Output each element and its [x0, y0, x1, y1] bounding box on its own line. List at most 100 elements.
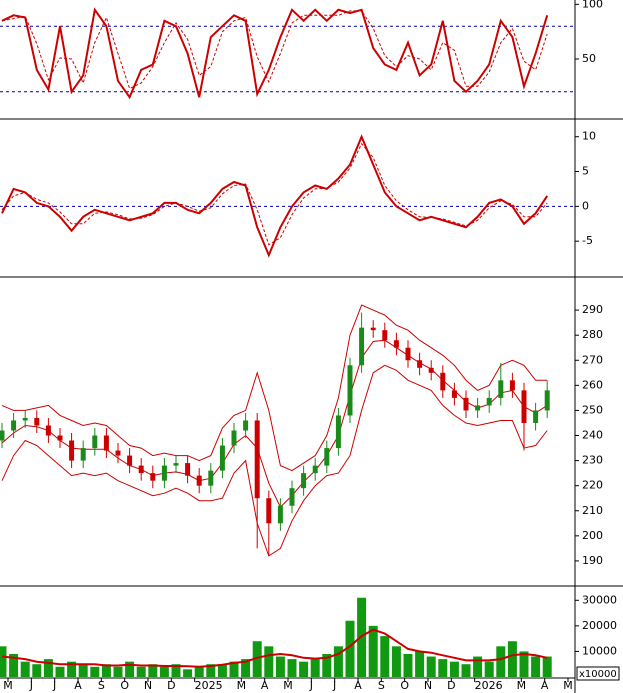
volume-bar — [496, 646, 506, 677]
volume-bar — [67, 661, 77, 677]
candle-body — [127, 455, 133, 466]
unit-box — [576, 666, 620, 681]
volume-bar — [90, 666, 100, 677]
candle-body — [544, 390, 550, 411]
indicator-line — [1, 7, 549, 100]
candle-body — [11, 420, 17, 431]
x-tick-label: A — [261, 679, 269, 692]
candle-body — [417, 360, 423, 368]
x-tick-label: J — [29, 679, 33, 692]
candle-body — [138, 465, 144, 474]
volume-bar — [333, 646, 343, 677]
candle-body — [150, 473, 156, 481]
x-tick-label: M — [517, 679, 527, 692]
candle-body — [428, 367, 434, 373]
y-tick-label: 5 — [582, 165, 589, 178]
candle-body — [463, 397, 469, 411]
volume-bar — [345, 620, 355, 677]
candle-body — [196, 475, 202, 486]
candle-body — [34, 417, 40, 426]
candle-body — [289, 488, 295, 506]
x-tick-label: M — [563, 679, 573, 692]
candle-body — [509, 380, 515, 391]
y-tick-label: 200 — [582, 529, 603, 542]
volume-bar — [299, 661, 309, 677]
volume-bar — [9, 653, 19, 677]
x-tick-label: J — [52, 679, 56, 692]
volume-bar — [449, 661, 459, 677]
volume-bar — [171, 664, 181, 677]
candle-body — [324, 448, 330, 466]
volume-bar — [241, 659, 251, 677]
candle-body — [393, 340, 399, 348]
bollinger-band — [1, 304, 548, 472]
y-tick-label: 0 — [582, 199, 589, 212]
volume-bar — [20, 661, 30, 677]
volume-bar — [183, 669, 193, 677]
x-tick-label: J — [309, 679, 313, 692]
candle-body — [254, 420, 260, 499]
candle-body — [451, 390, 457, 398]
volume-bar — [159, 666, 169, 677]
volume-bar — [531, 656, 541, 677]
bollinger-band — [1, 364, 548, 557]
volume-bar — [252, 641, 262, 677]
volume-bar — [101, 664, 111, 677]
candle-body — [45, 425, 51, 436]
candle-body — [498, 380, 504, 398]
y-tick-label: 290 — [582, 303, 603, 316]
x-tick-label: J — [332, 679, 336, 692]
volume-bar — [275, 656, 285, 677]
candle-body — [0, 430, 5, 441]
volume-bar — [322, 653, 332, 677]
panel — [0, 597, 552, 677]
candle-body — [475, 405, 481, 411]
x-tick-label: N — [144, 679, 152, 692]
y-tick-label: 240 — [582, 429, 603, 442]
candle-body — [370, 327, 376, 331]
volume-bar — [43, 659, 53, 677]
volume-ma — [1, 628, 548, 668]
x-tick-label: M — [237, 679, 247, 692]
panel — [0, 7, 575, 100]
y-tick-label: 20000 — [582, 619, 617, 632]
x-tick-label: S — [378, 679, 385, 692]
candle-body — [208, 470, 214, 486]
volume-bar — [287, 659, 297, 677]
x-tick-label: A — [74, 679, 82, 692]
volume-bar — [206, 664, 216, 677]
candle-body — [69, 440, 75, 461]
volume-bar — [391, 646, 401, 677]
y-tick-label: 100 — [582, 0, 603, 10]
x-tick-label: M — [3, 679, 13, 692]
y-tick-label: 260 — [582, 378, 603, 391]
candle-body — [266, 498, 272, 524]
y-tick-label: 10 — [582, 130, 596, 143]
x-tick-label: O — [120, 679, 129, 692]
volume-bar — [148, 664, 158, 677]
volume-bar — [113, 666, 123, 677]
candle-body — [57, 435, 63, 441]
panel — [0, 304, 550, 557]
x-tick-label: 2026 — [475, 679, 503, 692]
x-tick-label: D — [447, 679, 455, 692]
candle-body — [277, 505, 283, 524]
panel — [0, 134, 575, 258]
candle-body — [486, 397, 492, 406]
volume-bar — [136, 666, 146, 677]
candle-body — [243, 420, 249, 431]
candle-body — [440, 372, 446, 391]
indicator-line — [1, 142, 548, 246]
indicator-line — [1, 10, 548, 90]
volume-bar — [229, 661, 239, 677]
volume-bar — [125, 661, 135, 677]
candle-body — [92, 435, 98, 449]
volume-bar — [542, 656, 552, 677]
volume-bar — [78, 664, 88, 677]
candle-body — [103, 435, 109, 451]
volume-bar — [461, 664, 471, 677]
candle-body — [347, 365, 353, 416]
